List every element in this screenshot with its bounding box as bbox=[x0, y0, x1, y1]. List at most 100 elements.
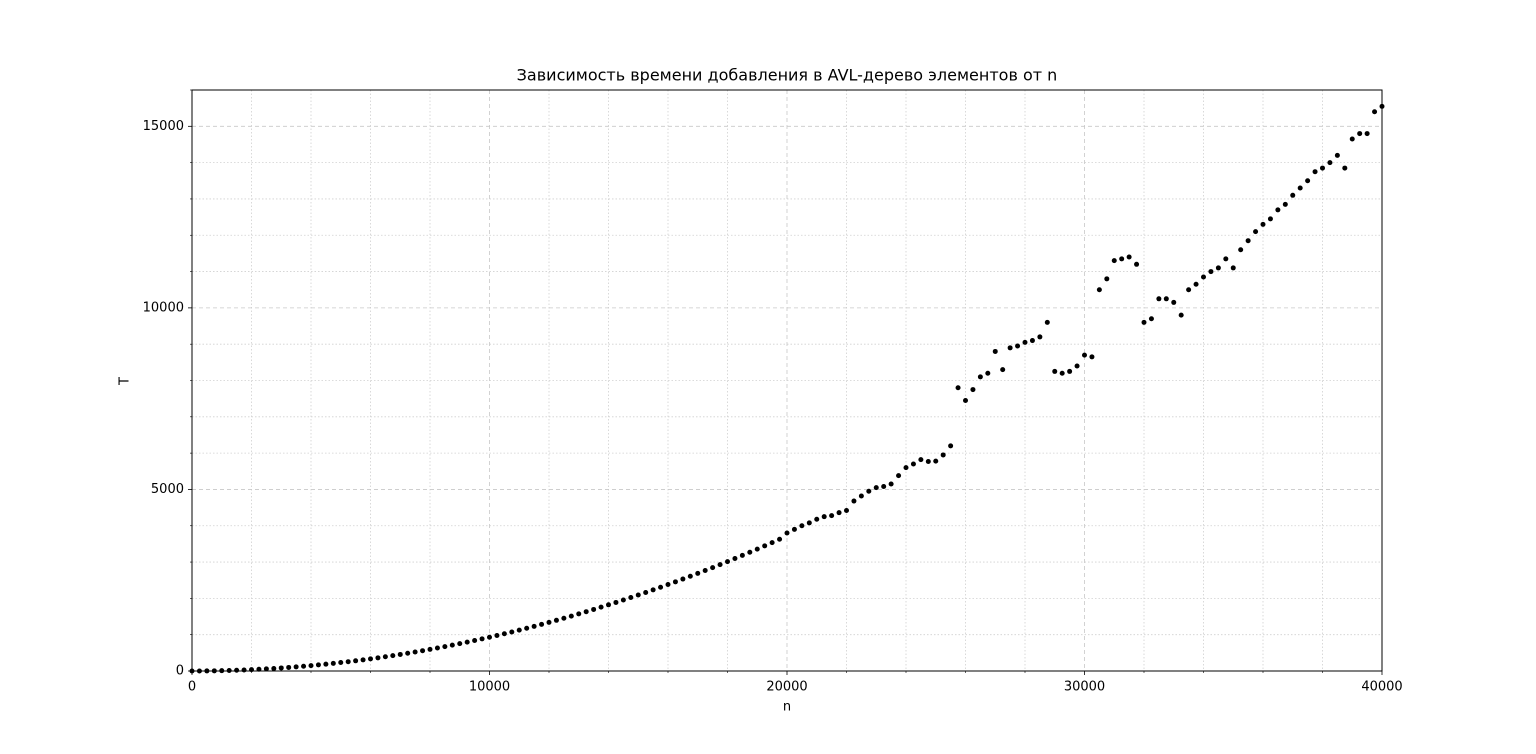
point bbox=[226, 667, 232, 673]
point bbox=[390, 653, 396, 659]
point bbox=[1134, 261, 1140, 267]
point bbox=[1000, 367, 1006, 373]
point bbox=[963, 397, 968, 403]
point bbox=[375, 655, 381, 661]
point bbox=[925, 458, 931, 464]
point bbox=[1126, 254, 1132, 260]
point bbox=[1342, 165, 1348, 171]
point bbox=[606, 602, 611, 608]
point bbox=[910, 461, 916, 467]
point bbox=[1364, 131, 1370, 137]
point bbox=[866, 488, 872, 494]
point bbox=[1015, 343, 1021, 349]
point bbox=[338, 660, 344, 666]
point bbox=[754, 546, 760, 552]
point bbox=[1357, 131, 1363, 137]
point bbox=[717, 562, 723, 568]
point bbox=[613, 599, 619, 605]
point bbox=[546, 619, 552, 625]
point bbox=[791, 526, 797, 532]
point bbox=[881, 484, 887, 490]
point bbox=[509, 629, 515, 635]
point bbox=[643, 589, 649, 595]
point bbox=[680, 576, 686, 582]
point bbox=[457, 641, 463, 647]
y-axis-label: T bbox=[118, 377, 133, 386]
point bbox=[933, 458, 939, 464]
point bbox=[598, 604, 604, 610]
point bbox=[286, 664, 292, 670]
point bbox=[1037, 334, 1043, 340]
point bbox=[1141, 319, 1147, 325]
point bbox=[382, 654, 388, 660]
point bbox=[955, 385, 961, 391]
plot-frame bbox=[191, 89, 1383, 672]
point bbox=[353, 658, 359, 664]
point bbox=[568, 613, 574, 619]
point bbox=[1349, 136, 1355, 142]
point bbox=[1119, 256, 1125, 262]
point bbox=[918, 457, 924, 463]
point bbox=[1171, 299, 1177, 305]
point bbox=[278, 665, 284, 671]
point bbox=[710, 565, 716, 571]
y-tick-label: 5000 bbox=[151, 482, 184, 497]
point bbox=[494, 633, 500, 639]
point bbox=[1282, 201, 1288, 207]
point bbox=[784, 530, 790, 536]
point bbox=[241, 667, 247, 673]
point bbox=[1156, 296, 1162, 302]
point bbox=[1305, 178, 1311, 184]
point bbox=[308, 663, 314, 669]
point bbox=[1312, 169, 1318, 175]
point bbox=[665, 582, 671, 588]
point bbox=[940, 452, 946, 458]
point bbox=[405, 650, 411, 656]
point bbox=[464, 639, 470, 645]
point bbox=[539, 621, 545, 627]
point bbox=[1089, 354, 1095, 360]
point bbox=[1044, 319, 1050, 325]
point bbox=[844, 507, 849, 513]
point bbox=[1201, 274, 1206, 280]
point bbox=[420, 648, 426, 654]
point bbox=[769, 540, 775, 546]
point bbox=[650, 587, 656, 593]
point bbox=[1275, 207, 1281, 213]
point bbox=[1007, 345, 1013, 351]
point bbox=[368, 656, 373, 662]
point bbox=[434, 645, 440, 651]
point bbox=[687, 573, 693, 579]
point bbox=[702, 568, 708, 574]
x-tick-label: 40000 bbox=[1361, 680, 1402, 695]
point bbox=[1208, 269, 1214, 275]
point bbox=[234, 667, 240, 673]
point bbox=[725, 559, 730, 565]
x-tick-label: 20000 bbox=[766, 680, 807, 695]
point bbox=[821, 514, 827, 520]
point bbox=[293, 664, 299, 670]
point bbox=[315, 662, 321, 668]
point bbox=[360, 657, 366, 663]
chart-title: Зависимость времени добавления в AVL-дер… bbox=[517, 66, 1058, 85]
point bbox=[1245, 238, 1251, 244]
point bbox=[985, 370, 991, 376]
point bbox=[977, 374, 983, 380]
point bbox=[1067, 368, 1073, 374]
point bbox=[501, 631, 507, 637]
point bbox=[487, 634, 492, 640]
point bbox=[479, 636, 485, 642]
point bbox=[516, 627, 522, 633]
point bbox=[591, 606, 597, 612]
point bbox=[777, 536, 783, 542]
point bbox=[658, 584, 664, 590]
point bbox=[524, 625, 530, 631]
x-tick-label: 30000 bbox=[1064, 680, 1105, 695]
point bbox=[1193, 281, 1199, 287]
point bbox=[1215, 265, 1221, 271]
point bbox=[903, 465, 909, 471]
x-tick-label: 0 bbox=[188, 680, 196, 695]
point bbox=[449, 642, 455, 648]
x-tick-label: 10000 bbox=[469, 680, 510, 695]
